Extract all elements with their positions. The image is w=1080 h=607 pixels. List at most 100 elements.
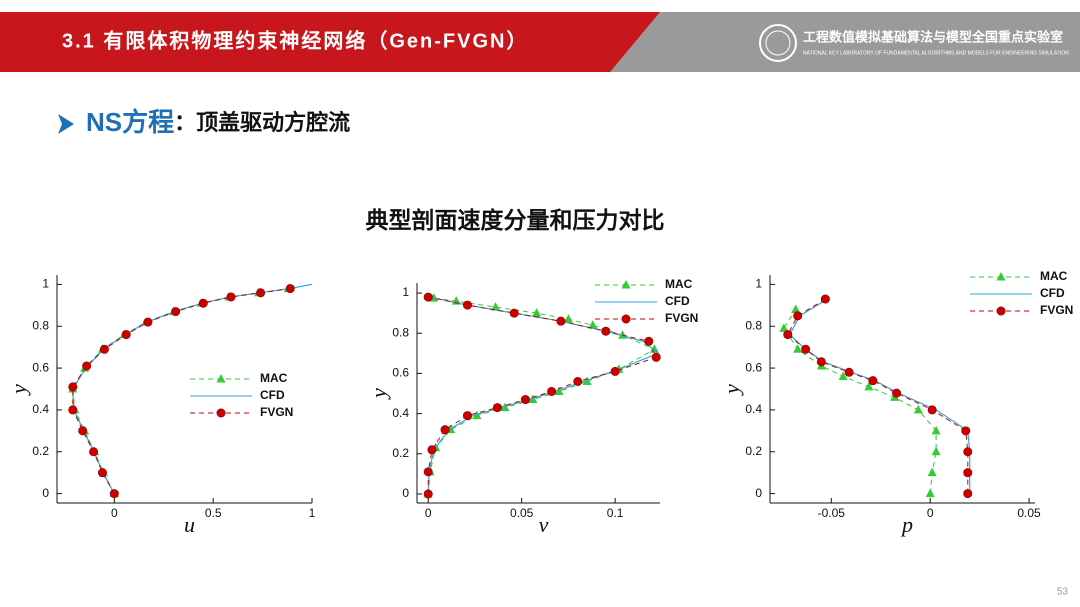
header-red-band — [0, 12, 660, 72]
y-axis-label: y — [719, 384, 744, 396]
marker-circle — [820, 294, 830, 304]
x-axis-label: p — [900, 512, 913, 537]
marker-triangle — [779, 323, 789, 332]
header-title: 3.1 有限体积物理约束神经网络（Gen-FVGN） — [62, 28, 528, 52]
lab-logo-inner — [765, 30, 791, 56]
marker-circle — [621, 314, 631, 324]
y-tick-label: 0 — [42, 486, 49, 500]
subtitle: 典型剖面速度分量和压力对比 — [366, 207, 665, 233]
marker-triangle — [931, 446, 941, 456]
marker-circle — [520, 395, 530, 405]
marker-circle — [892, 388, 902, 398]
marker-circle — [573, 376, 583, 386]
marker-triangle — [931, 425, 941, 435]
marker-circle — [171, 307, 181, 317]
marker-circle — [868, 376, 878, 386]
x-tick-label: 0.5 — [205, 506, 222, 520]
marker-circle — [423, 489, 433, 499]
marker-circle — [423, 467, 433, 477]
marker-circle — [82, 361, 92, 371]
series-line — [783, 309, 937, 494]
x-tick-label: 0.05 — [1017, 506, 1041, 520]
marker-circle — [816, 357, 826, 367]
marker-circle — [492, 403, 502, 413]
y-tick-label: 0.8 — [392, 325, 409, 339]
marker-circle — [996, 306, 1006, 316]
marker-circle — [793, 311, 803, 321]
x-axis-label: u — [184, 512, 195, 537]
marker-circle — [547, 386, 557, 396]
y-tick-label: 1 — [402, 285, 409, 299]
y-tick-label: 0.4 — [392, 406, 409, 420]
marker-circle — [285, 284, 295, 294]
marker-circle — [801, 344, 811, 354]
marker-circle — [651, 352, 661, 362]
y-tick-label: 0.2 — [32, 444, 49, 458]
marker-triangle — [791, 304, 801, 314]
lab-name: 工程数值模拟基础算法与模型全国重点实验室 — [803, 29, 1063, 44]
heading: NS方程：顶盖驱动方腔流 — [86, 107, 350, 137]
legend-label: FVGN — [1040, 303, 1073, 317]
legend-label: FVGN — [260, 405, 293, 419]
header-gray-band — [600, 12, 1080, 72]
marker-circle — [121, 330, 131, 340]
marker-circle — [961, 426, 971, 436]
marker-circle — [427, 445, 437, 455]
x-tick-label: -0.05 — [818, 506, 846, 520]
y-tick-label: 0.6 — [32, 360, 49, 374]
y-tick-label: 1 — [755, 277, 762, 291]
x-tick-label: 0 — [111, 506, 118, 520]
y-tick-label: 0.6 — [392, 366, 409, 380]
y-tick-label: 0.4 — [32, 402, 49, 416]
y-tick-label: 0.2 — [745, 444, 762, 458]
legend-label: MAC — [1040, 269, 1068, 283]
marker-circle — [143, 317, 153, 327]
marker-circle — [109, 489, 119, 499]
marker-circle — [89, 447, 99, 457]
marker-circle — [198, 298, 208, 308]
legend-label: MAC — [665, 277, 693, 291]
marker-circle — [963, 468, 973, 478]
marker-circle — [462, 300, 472, 310]
x-tick-label: 0 — [927, 506, 934, 520]
marker-circle — [783, 330, 793, 340]
marker-triangle — [649, 344, 659, 353]
marker-circle — [256, 288, 266, 298]
y-tick-label: 0.6 — [745, 360, 762, 374]
marker-circle — [963, 489, 973, 499]
legend-label: MAC — [260, 371, 288, 385]
x-tick-label: 1 — [309, 506, 316, 520]
marker-circle — [97, 468, 107, 478]
marker-circle — [963, 447, 973, 457]
marker-triangle — [563, 314, 573, 323]
marker-triangle — [838, 371, 848, 380]
bullet-arrow — [58, 114, 74, 134]
y-tick-label: 0.2 — [392, 446, 409, 460]
legend-label: CFD — [665, 294, 690, 308]
marker-circle — [68, 405, 78, 415]
marker-circle — [556, 316, 566, 326]
marker-triangle — [913, 404, 923, 414]
marker-circle — [601, 326, 611, 336]
marker-circle — [423, 292, 433, 302]
marker-circle — [68, 382, 78, 392]
y-tick-label: 0.8 — [745, 318, 762, 332]
marker-circle — [78, 426, 88, 436]
marker-circle — [927, 405, 937, 415]
marker-circle — [509, 308, 519, 318]
y-tick-label: 0.4 — [745, 402, 762, 416]
marker-circle — [226, 292, 236, 302]
page-number: 53 — [1057, 587, 1069, 598]
marker-triangle — [491, 302, 501, 311]
marker-circle — [610, 366, 620, 376]
marker-circle — [216, 408, 226, 418]
marker-triangle — [864, 381, 874, 391]
legend-label: CFD — [260, 388, 285, 402]
marker-circle — [440, 425, 450, 435]
legend-label: CFD — [1040, 286, 1065, 300]
legend-label: FVGN — [665, 311, 698, 325]
y-tick-label: 0 — [402, 486, 409, 500]
x-tick-label: 0.1 — [607, 506, 624, 520]
marker-triangle — [588, 320, 598, 329]
